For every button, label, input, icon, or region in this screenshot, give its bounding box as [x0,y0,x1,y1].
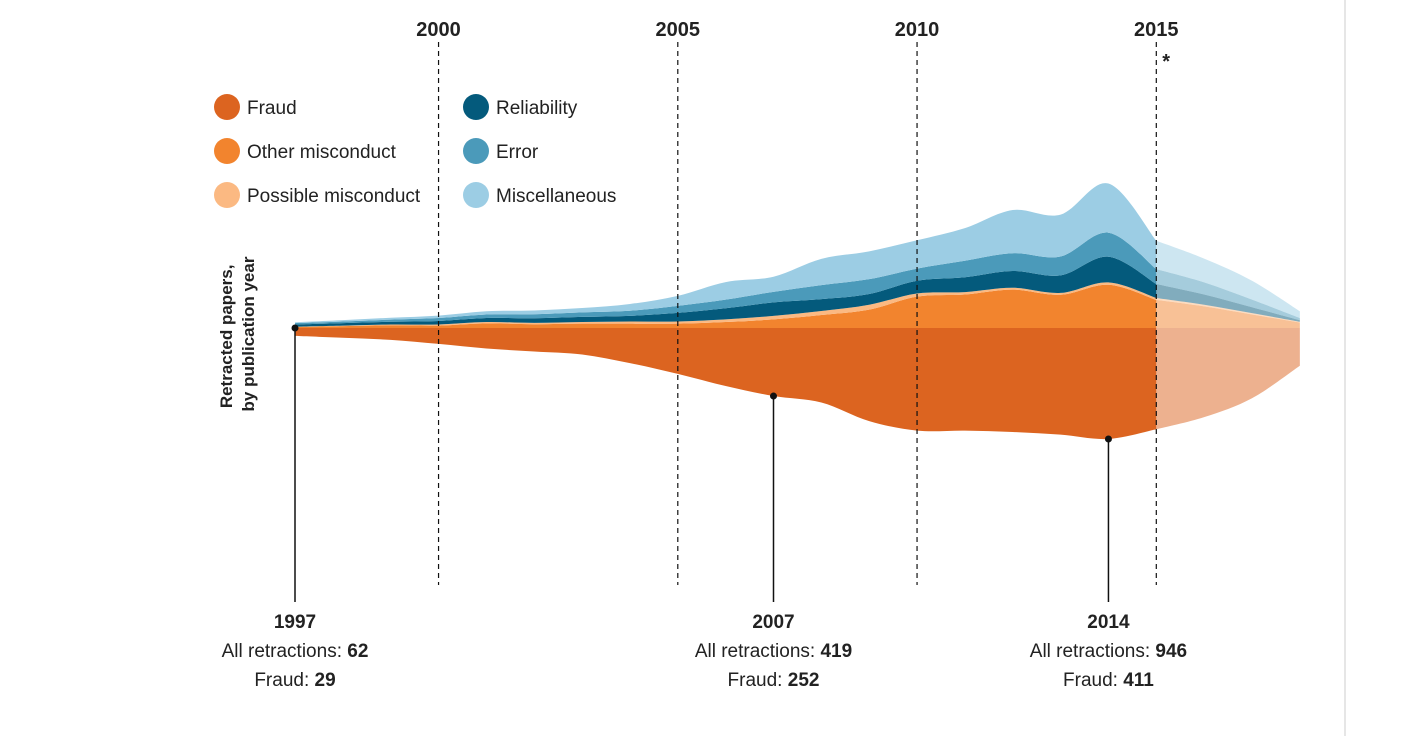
annotation-all-label: All retractions: [1030,641,1156,662]
annotation-fraud-1997: Fraud: 29 [254,670,335,691]
tick-label-2005: 2005 [656,19,701,41]
stream-fraud-projected [1156,328,1300,430]
legend-label-other-misconduct: Other misconduct [247,142,397,163]
stream-reliability [295,256,1157,327]
annotation-all-label: All retractions: [222,641,348,662]
tick-label-2000: 2000 [416,19,461,41]
legend-swatch-other-misconduct [214,138,240,164]
legend-label-fraud: Fraud [247,98,297,119]
stream-miscellaneous-projected [1156,240,1300,319]
legend-swatch-reliability [463,94,489,120]
annotation-dot-1997 [291,324,299,332]
annotation-fraud-label: Fraud: [254,670,314,691]
stream-possible-misconduct-projected [1156,298,1300,323]
stream-miscellaneous [295,183,1157,324]
legend-label-miscellaneous: Miscellaneous [496,186,616,207]
annotation-fraud-label: Fraud: [1063,670,1123,691]
annotation-fraud-value: 29 [315,670,336,691]
legend-swatch-fraud [214,94,240,120]
annotation-all-label: All retractions: [695,641,821,662]
annotation-fraud-2014: Fraud: 411 [1063,670,1154,691]
legend: Fraud Other misconduct Possible misconduct… [214,94,616,208]
stream-fraud [295,328,1157,440]
annotation-dot-2007 [770,392,777,400]
x-tick-labels: 2000 2005 2010 2015 [416,19,1178,41]
tick-label-2010: 2010 [895,19,940,41]
annotation-year-1997: 1997 [274,612,316,633]
annotation-fraud-value: 411 [1123,670,1154,691]
stream-other-misconduct [295,284,1157,328]
stream-other-misconduct-projected [1156,299,1300,328]
y-axis-label: Retracted papers, by publication year [217,256,258,411]
stream-reliability-projected [1156,283,1300,322]
y-axis-label-line-2: by publication year [239,256,258,411]
annotation-year-2007: 2007 [752,612,794,633]
stream-possible-misconduct [295,282,1157,327]
legend-label-possible-misconduct: Possible misconduct [247,186,421,207]
y-axis-label-line-1: Retracted papers, [217,265,236,409]
legend-swatch-miscellaneous [463,182,489,208]
annotation-fraud-value: 252 [788,670,820,691]
annotation-all-value: 946 [1155,641,1187,662]
stream-areas [295,183,1300,440]
year-guide-lines [437,42,1157,585]
tick-label-2015: 2015 [1134,19,1179,41]
annotation-all-value: 419 [820,641,852,662]
annotation-all-1997: All retractions: 62 [222,641,369,662]
annotations: 1997 All retractions: 62 Fraud: 29 2007 All … [222,324,1187,691]
legend-swatch-possible-misconduct [214,182,240,208]
annotation-all-2014: All retractions: 946 [1030,641,1187,662]
annotation-dot-2014 [1104,435,1112,443]
annotation-fraud-2007: Fraud: 252 [728,670,820,691]
page-divider [1344,0,1346,736]
stream-error-projected [1156,269,1300,321]
annotation-year-2014: 2014 [1087,612,1130,633]
annotation-all-2007: All retractions: 419 [695,641,852,662]
projection-marker: * [1162,51,1170,73]
legend-label-error: Error [496,142,539,163]
annotation-all-value: 62 [347,641,368,662]
legend-label-reliability: Reliability [496,98,578,119]
retractions-streamgraph: 2000 2005 2010 2015 Fraud Other misconduct Po… [214,19,1300,691]
stream-error [295,232,1157,325]
legend-swatch-error [463,138,489,164]
annotation-fraud-label: Fraud: [728,670,788,691]
